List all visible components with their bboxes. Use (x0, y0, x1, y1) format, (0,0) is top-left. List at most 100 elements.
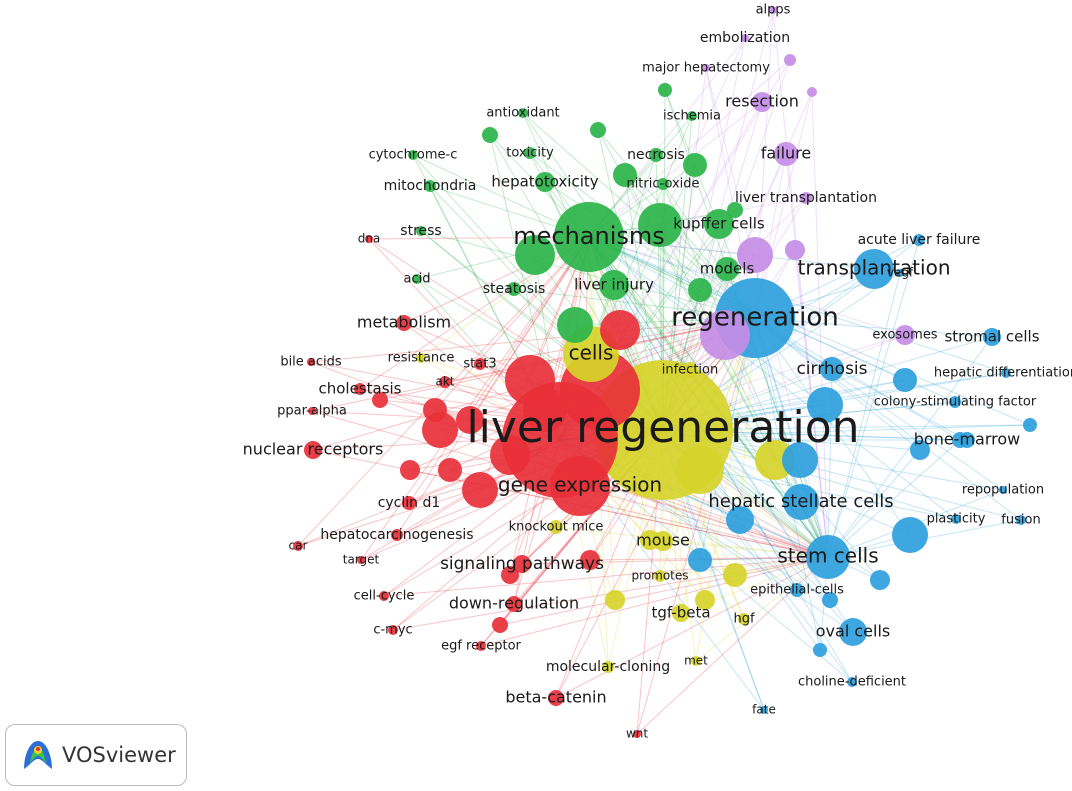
node-circle (554, 202, 624, 272)
edge (662, 540, 829, 558)
edge (368, 236, 590, 240)
node-label: plasticity (927, 512, 986, 527)
node-circle (688, 278, 712, 302)
node-label: bile acids (280, 355, 342, 370)
node-circle (783, 484, 819, 520)
node-circle (293, 541, 303, 551)
edge (499, 556, 829, 626)
node-circle (474, 358, 486, 370)
node-circle (372, 392, 388, 408)
node-label: target (343, 553, 380, 567)
node-circle (755, 440, 795, 480)
edge (588, 59, 791, 238)
edge (522, 112, 756, 319)
edge (408, 236, 590, 504)
logo-icon (24, 741, 52, 769)
edge (827, 439, 961, 558)
node-circle (402, 496, 416, 510)
node-circle (774, 142, 798, 166)
edge (588, 236, 881, 581)
logo: VOSviewer (5, 724, 187, 786)
node-label: liver regeneration (466, 402, 859, 453)
node-circle (548, 690, 564, 706)
node-circle (822, 592, 838, 608)
node-circle (524, 147, 536, 159)
node-label: alpps (756, 3, 791, 18)
node-label: wnt (626, 727, 648, 741)
nodes (293, 6, 1037, 738)
node-circle (605, 590, 625, 610)
node-circle (1016, 515, 1026, 525)
node-label: infection (662, 363, 718, 378)
node-circle (695, 590, 715, 610)
node-label: antioxidant (486, 106, 559, 121)
node-label: resection (725, 92, 799, 111)
node-circle (738, 613, 750, 625)
node-circle (752, 92, 772, 112)
node-circle (476, 641, 486, 651)
edge (555, 317, 756, 699)
node-circle (456, 406, 484, 434)
node-label: bone-marrow (914, 430, 1021, 449)
node-circle (307, 358, 315, 366)
node-circle (416, 226, 426, 236)
node-label: mouse (636, 531, 690, 550)
node-circle (462, 472, 498, 508)
node-circle (513, 555, 531, 573)
edge (754, 317, 829, 558)
node-circle (304, 441, 322, 459)
node-circle (400, 460, 420, 480)
node-circle (688, 548, 712, 572)
node-label: hepatic differentiation (934, 366, 1072, 381)
node-circle (599, 270, 629, 300)
node-label: stem cells (777, 544, 878, 568)
node-label: resistance (388, 351, 455, 366)
node-circle (439, 376, 451, 388)
node-circle (408, 150, 418, 160)
edge (469, 236, 590, 421)
node-label: liver injury (574, 276, 654, 294)
edge (772, 9, 829, 558)
node-circle (807, 387, 843, 423)
edge (754, 317, 911, 536)
node-label: liver transplantation (735, 190, 877, 206)
node-circle (518, 108, 528, 118)
edge (664, 89, 756, 319)
node-label: mitochondria (384, 178, 477, 194)
node-circle (549, 520, 563, 534)
node-circle (682, 362, 698, 378)
node-label: regeneration (671, 303, 839, 333)
node-circle (535, 172, 555, 192)
node-label: choline-deficient (798, 675, 906, 690)
edge (588, 236, 957, 520)
node-circle (702, 64, 710, 72)
labels: alpps embolization major hepatectomy resect… (243, 3, 1072, 741)
node-circle (672, 604, 690, 622)
edge (659, 556, 829, 577)
edge (636, 317, 756, 735)
node-label: hgf (733, 612, 754, 627)
node-label: steatosis (483, 281, 546, 297)
node-label: fusion (1001, 513, 1040, 528)
node-circle (800, 192, 812, 204)
node-circle (999, 486, 1007, 494)
node-circle (600, 310, 640, 350)
node-circle (715, 257, 739, 281)
edge (555, 556, 829, 699)
node-circle (1023, 418, 1037, 432)
node-circle (424, 180, 436, 192)
node-circle (396, 315, 412, 331)
node-label: epithelial-cells (750, 583, 844, 598)
node-circle (613, 163, 637, 187)
edge (827, 449, 921, 558)
node-circle (640, 530, 660, 550)
node-circle (727, 202, 743, 218)
node-label: signaling pathways (440, 554, 604, 574)
edge (360, 236, 590, 561)
node-label: cells (569, 341, 614, 365)
node-circle (983, 328, 1001, 346)
node-circle (388, 625, 398, 635)
node-label: embolization (700, 30, 790, 46)
edge (449, 469, 829, 558)
node-label: kupffer cells (673, 215, 765, 233)
